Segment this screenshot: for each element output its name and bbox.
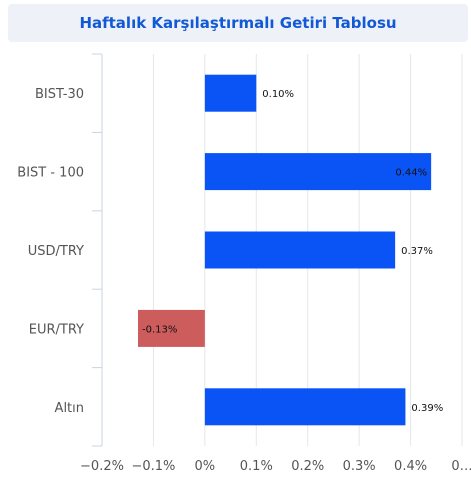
bar-3 <box>138 309 205 347</box>
data-label: 0.44% <box>395 168 427 179</box>
x-tick-label: 0.2% <box>291 459 324 474</box>
category-label: USD/TRY <box>28 244 84 259</box>
data-label: 0.37% <box>401 246 433 257</box>
category-label: BIST-30 <box>35 87 84 102</box>
x-tick-label: 0% <box>195 459 216 474</box>
data-label: 0.10% <box>262 89 294 100</box>
x-tick-label: −0.2% <box>80 459 124 474</box>
bar-1 <box>204 153 432 191</box>
bar-0 <box>204 74 257 112</box>
x-tick-label: 0.3% <box>343 459 376 474</box>
x-tick-label: 0.4% <box>394 459 427 474</box>
data-label: 0.39% <box>411 403 443 414</box>
category-label: EUR/TRY <box>29 322 84 337</box>
x-tick-label: −0.1% <box>131 459 175 474</box>
x-tick-label: 0.1% <box>240 459 273 474</box>
category-label: BIST - 100 <box>17 166 84 181</box>
chart-title: Haftalık Karşılaştırmalı Getiri Tablosu <box>79 14 397 32</box>
bar-2 <box>204 231 396 269</box>
bar-4 <box>204 388 406 426</box>
x-tick-label: 0… <box>451 459 471 474</box>
data-label: -0.13% <box>142 324 177 335</box>
chart-title-bar: Haftalık Karşılaştırmalı Getiri Tablosu <box>8 4 468 42</box>
category-label: Altın <box>55 401 84 416</box>
